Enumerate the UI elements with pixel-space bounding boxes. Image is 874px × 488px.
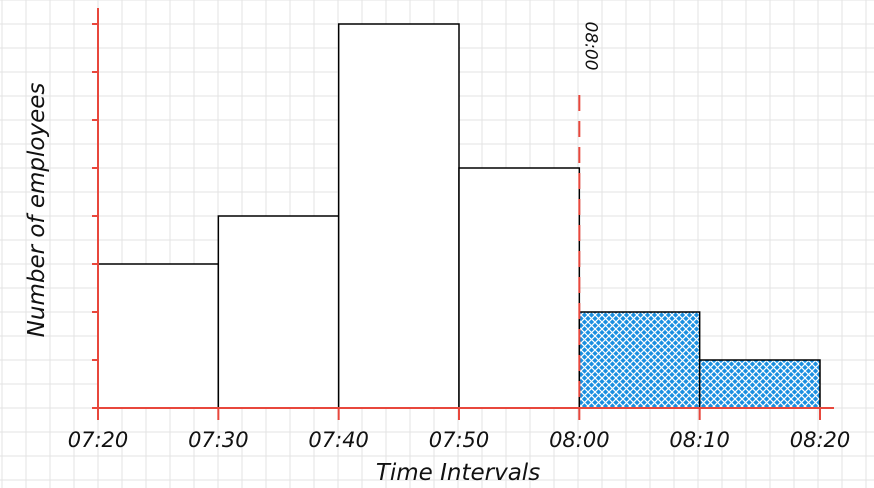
histogram-bar-6 — [698, 359, 821, 409]
histogram-bar-4 — [458, 167, 581, 409]
histogram-bar-5 — [578, 311, 701, 409]
annotation-label: 08:00 — [580, 22, 600, 71]
x-tick-label: 07:40 — [308, 428, 369, 452]
x-tick-label: 08:20 — [790, 428, 851, 452]
x-tick-label: 07:20 — [68, 428, 129, 452]
y-axis-label: Number of employees — [24, 83, 50, 338]
histogram-bar-2 — [217, 215, 340, 409]
x-tick-label: 07:30 — [188, 428, 249, 452]
histogram-bar-3 — [337, 23, 460, 409]
x-axis-label: Time Intervals — [376, 460, 540, 486]
labels: Time Intervals Number of employees 07:20… — [24, 83, 850, 486]
x-tick-label: 08:10 — [669, 428, 730, 452]
annotation: 08:00 — [578, 22, 600, 408]
histogram-bar-1 — [97, 263, 220, 409]
axes — [92, 8, 834, 420]
bars — [97, 23, 821, 409]
x-tick-label: 07:50 — [429, 428, 490, 452]
x-tick-label: 08:00 — [549, 428, 610, 452]
